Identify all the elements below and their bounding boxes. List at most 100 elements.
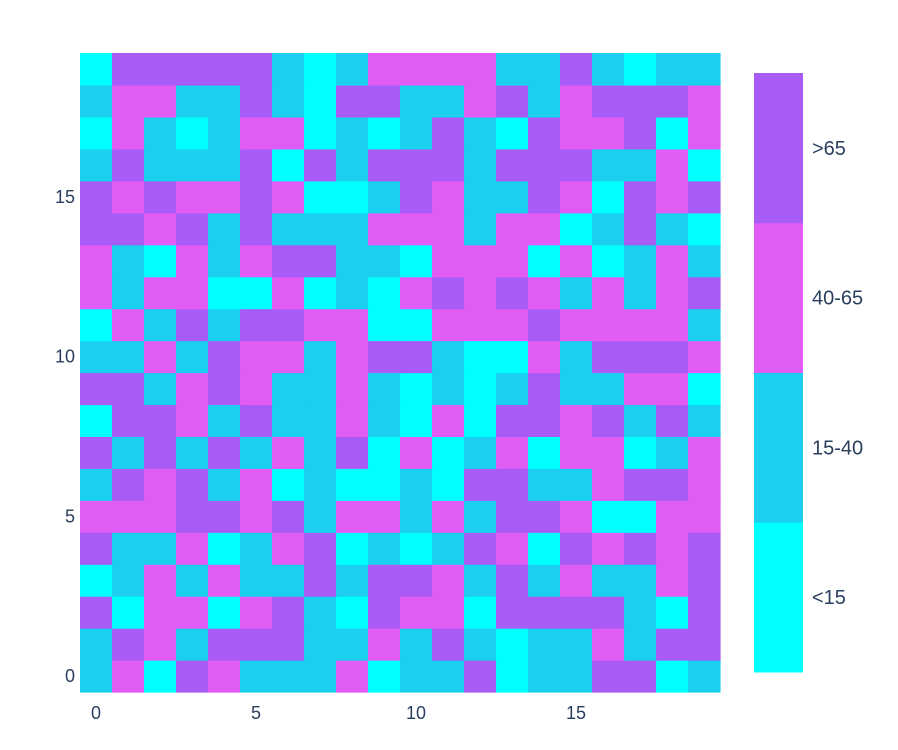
heatmap-cell — [336, 340, 369, 374]
heatmap-cell — [304, 372, 337, 406]
heatmap-cell — [112, 660, 145, 693]
heatmap-cell — [144, 276, 177, 310]
heatmap-cell — [144, 404, 177, 437]
heatmap-cell — [112, 372, 145, 406]
heatmap-cell — [528, 372, 561, 406]
heatmap-cell — [240, 180, 273, 214]
heatmap-cell — [688, 596, 721, 629]
heatmap-cell — [400, 500, 433, 533]
heatmap-cell — [368, 660, 401, 693]
heatmap-cell — [272, 276, 305, 310]
heatmap-cell — [336, 212, 369, 246]
heatmap-cell — [176, 564, 209, 597]
heatmap-cell — [80, 84, 113, 118]
heatmap-cell — [464, 660, 497, 693]
heatmap-cell — [688, 308, 721, 342]
heatmap-cell — [144, 180, 177, 214]
heatmap-cell — [656, 180, 689, 214]
heatmap-cell — [560, 372, 593, 406]
heatmap-cell — [368, 148, 401, 182]
heatmap-cell — [656, 148, 689, 182]
heatmap-cell — [688, 340, 721, 374]
heatmap-cell — [624, 116, 657, 150]
heatmap-cell — [176, 340, 209, 374]
heatmap-cell — [656, 660, 689, 693]
heatmap-cell — [592, 212, 625, 246]
heatmap-cell — [176, 596, 209, 629]
heatmap-cell — [208, 116, 241, 150]
colorbar-segment — [754, 73, 803, 224]
heatmap-cell — [208, 212, 241, 246]
heatmap-cell — [80, 628, 113, 661]
heatmap-cell — [176, 276, 209, 310]
heatmap-cell — [368, 436, 401, 469]
heatmap-cell — [496, 212, 529, 246]
heatmap-cell — [496, 180, 529, 214]
heatmap-cell — [336, 500, 369, 533]
heatmap-cell — [368, 212, 401, 246]
heatmap-cell — [336, 628, 369, 661]
heatmap-cell — [560, 244, 593, 278]
heatmap-cell — [112, 148, 145, 182]
heatmap-cell — [400, 116, 433, 150]
heatmap-cell — [400, 340, 433, 374]
heatmap-cell — [336, 660, 369, 693]
heatmap-cell — [624, 340, 657, 374]
heatmap-cell — [432, 116, 465, 150]
heatmap-cell — [592, 436, 625, 469]
heatmap-cell — [656, 276, 689, 310]
heatmap-cell — [208, 532, 241, 565]
heatmap-cell — [560, 436, 593, 469]
heatmap-cell — [688, 276, 721, 310]
heatmap-cell — [496, 84, 529, 118]
heatmap-cell — [656, 372, 689, 406]
heatmap-cell — [112, 500, 145, 533]
heatmap-cell — [592, 308, 625, 342]
x-tick-label: 5 — [251, 703, 261, 723]
heatmap-cell — [336, 564, 369, 597]
heatmap-cell — [528, 244, 561, 278]
heatmap-cell — [368, 53, 401, 86]
heatmap-cell — [656, 308, 689, 342]
x-tick-label: 15 — [566, 703, 586, 723]
heatmap-cell — [272, 180, 305, 214]
heatmap-cell — [656, 212, 689, 246]
heatmap-cell — [208, 468, 241, 501]
heatmap-cell — [144, 596, 177, 629]
heatmap-cell — [400, 53, 433, 86]
heatmap-cell — [240, 596, 273, 629]
heatmap-cell — [528, 532, 561, 565]
heatmap-cell — [592, 564, 625, 597]
heatmap-cell — [624, 84, 657, 118]
heatmap-cell — [368, 468, 401, 501]
heatmap-cell — [240, 116, 273, 150]
heatmap-cell — [688, 116, 721, 150]
heatmap-cell — [144, 116, 177, 150]
heatmap-cell — [208, 660, 241, 693]
heatmap-cell — [272, 84, 305, 118]
heatmap-cell — [176, 148, 209, 182]
heatmap-cell — [592, 116, 625, 150]
heatmap-cell — [112, 628, 145, 661]
heatmap-cell — [272, 628, 305, 661]
heatmap-cell — [432, 564, 465, 597]
heatmap-cell — [432, 212, 465, 246]
heatmap-cell — [112, 212, 145, 246]
heatmap-cell — [624, 468, 657, 501]
heatmap-cell — [400, 660, 433, 693]
heatmap-cell — [304, 660, 337, 693]
heatmap-cell — [336, 436, 369, 469]
heatmap-cell — [176, 244, 209, 278]
heatmap-cell — [208, 84, 241, 118]
heatmap-cell — [112, 532, 145, 565]
heatmap-cell — [304, 116, 337, 150]
heatmap-cell — [464, 148, 497, 182]
y-tick-label: 5 — [65, 506, 75, 526]
heatmap-cell — [528, 564, 561, 597]
heatmap-cell — [304, 308, 337, 342]
heatmap-cell — [208, 404, 241, 437]
heatmap-cell — [144, 340, 177, 374]
heatmap-cell — [560, 212, 593, 246]
heatmap-cell — [624, 660, 657, 693]
